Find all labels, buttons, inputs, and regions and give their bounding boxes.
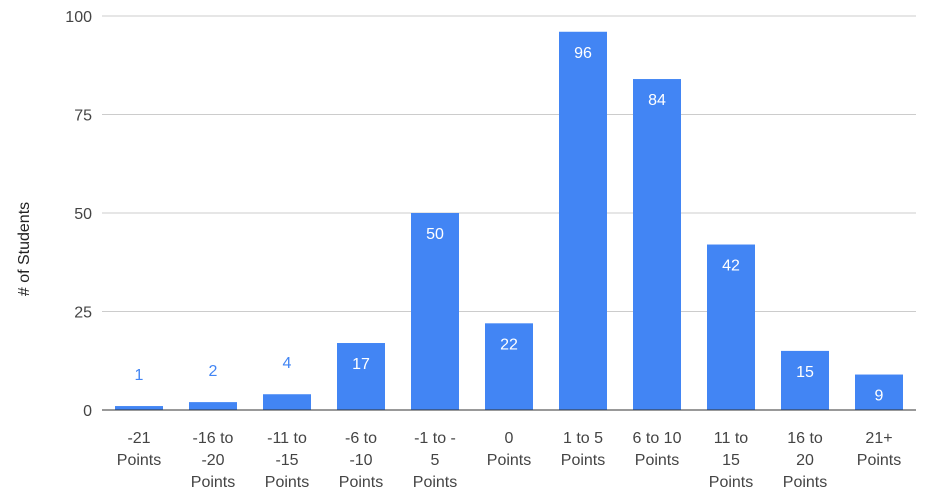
x-tick-label-line: 16 to (787, 430, 823, 447)
data-label: 84 (648, 92, 666, 109)
x-tick-label-line: Points (265, 474, 309, 491)
x-tick-label-line: Points (709, 474, 753, 491)
x-tick-label-line: 20 (796, 452, 814, 469)
x-tick-label: 11 to 15 Points (709, 430, 753, 491)
y-tick-label: 0 (83, 403, 92, 420)
data-label: 42 (722, 258, 740, 275)
x-tick-label: -11 to -15 Points (265, 430, 309, 491)
data-label: 96 (574, 45, 592, 62)
x-tick-label-line: Points (339, 474, 383, 491)
x-tick-label-line: -11 to (267, 430, 307, 447)
bar (115, 406, 163, 410)
bar (707, 244, 755, 410)
x-tick-label-line: 1 to 5 (563, 430, 603, 447)
bar (781, 350, 829, 410)
x-tick-label-line: Points (783, 474, 827, 491)
bar (263, 394, 311, 410)
x-tick-label-line: Points (117, 452, 161, 469)
x-tick-label-line: 0 (505, 430, 514, 447)
y-tick-label: 50 (74, 206, 92, 223)
bar (337, 343, 385, 410)
bar (633, 79, 681, 410)
x-tick-label-line: Points (561, 452, 605, 469)
data-label: 50 (426, 226, 444, 243)
x-tick-label: 6 to 10 Points (633, 430, 682, 469)
x-tick-label-line: Points (413, 474, 457, 491)
x-tick-label-line: Points (191, 474, 235, 491)
x-tick-label-line: Points (487, 452, 531, 469)
x-axis-ticks: -21 Points-16 to -20 Points-11 to -15 Points-… (117, 430, 901, 491)
x-tick-label: 0 Points (487, 430, 531, 469)
data-label: 22 (500, 336, 518, 353)
bars (115, 31, 903, 410)
y-axis-ticks: 0 25 50 75 100 (65, 9, 92, 420)
x-tick-label: 16 to 20 Points (783, 430, 827, 491)
x-tick-label: -16 to -20 Points (191, 430, 235, 491)
x-tick-label-line: 11 to (714, 430, 749, 447)
y-tick-label: 100 (65, 9, 92, 26)
gridlines (102, 15, 916, 312)
y-tick-label: 75 (74, 108, 92, 125)
x-tick-label-line: -21 (127, 430, 150, 447)
bar (189, 402, 237, 410)
x-tick-label: -21 Points (117, 430, 161, 469)
x-tick-label: -6 to -10 Points (339, 430, 383, 491)
x-tick-label-line: -15 (275, 452, 298, 469)
x-tick-label: 1 to 5 Points (561, 430, 605, 469)
data-label: 1 (135, 367, 144, 384)
data-labels: 1 2 4 17 50 22 96 84 42 15 9 (135, 45, 884, 405)
data-label: 9 (875, 388, 884, 405)
y-axis-label: # of Students (16, 202, 33, 296)
data-label: 2 (209, 363, 218, 380)
data-label: 17 (352, 356, 370, 373)
bar (559, 31, 607, 410)
x-tick-label-line: 15 (722, 452, 740, 469)
x-tick-label-line: -16 to (193, 430, 234, 447)
x-tick-label: 21+ Points (857, 430, 901, 469)
y-tick-label: 25 (74, 305, 92, 322)
data-label: 4 (283, 355, 292, 372)
x-tick-label-line: 5 (431, 452, 440, 469)
x-tick-label-line: -20 (201, 452, 224, 469)
bar (485, 323, 533, 410)
x-tick-label-line: 21+ (865, 430, 892, 447)
x-tick-label-line: -6 to (345, 430, 377, 447)
x-tick-label: -1 to - 5 Points (413, 430, 457, 491)
x-tick-label-line: Points (857, 452, 901, 469)
x-tick-label-line: -1 to - (414, 430, 456, 447)
x-tick-label-line: Points (635, 452, 679, 469)
x-tick-label-line: 6 to 10 (633, 430, 682, 447)
bar (855, 374, 903, 410)
data-label: 15 (796, 364, 814, 381)
bar (411, 213, 459, 410)
x-tick-label-line: -10 (349, 452, 372, 469)
